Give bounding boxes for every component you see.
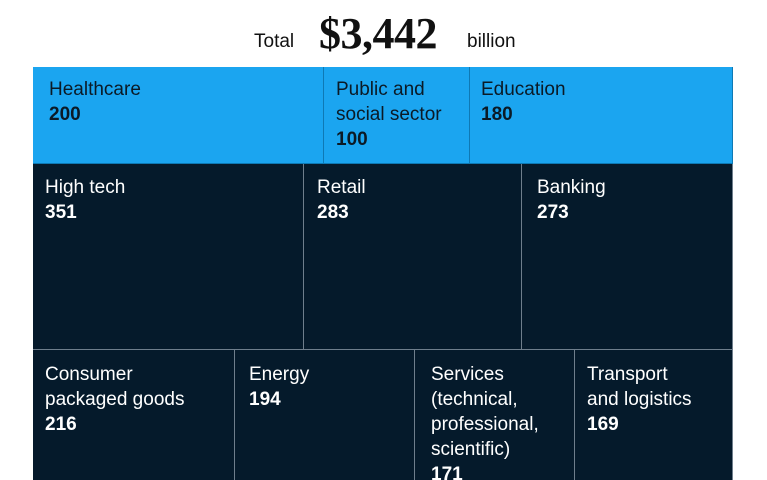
tile-label: Consumer packaged goods 216 xyxy=(45,362,184,437)
tile-value: 180 xyxy=(481,104,513,125)
tile-name-line: packaged goods xyxy=(45,389,185,410)
tile-name-line: Transport xyxy=(587,364,668,385)
tile-label: Transport and logistics 169 xyxy=(587,362,692,437)
tile-label: Healthcare 200 xyxy=(49,77,141,127)
tile-label: Banking 273 xyxy=(537,175,606,225)
tile-label: Energy 194 xyxy=(249,362,309,412)
treemap-tile: Services (technical, professional, scientif… xyxy=(415,350,575,480)
tile-value: 216 xyxy=(45,414,77,435)
tile-name-line: Consumer xyxy=(45,364,133,385)
treemap-tile: Public and social sector 100 xyxy=(324,67,470,164)
treemap-tile: Transport and logistics 169 xyxy=(575,350,733,480)
tile-name-line: scientific) xyxy=(431,439,511,460)
tile-name-line: Retail xyxy=(317,177,366,198)
tile-value: 200 xyxy=(49,104,81,125)
tile-value: 351 xyxy=(45,202,77,223)
tile-value: 194 xyxy=(249,389,281,410)
treemap-tile: Consumer packaged goods 216 xyxy=(33,350,235,480)
tile-label: Retail 283 xyxy=(317,175,366,225)
tile-value: 169 xyxy=(587,414,619,435)
tile-label: Public and social sector 100 xyxy=(336,77,442,152)
total-label: Total xyxy=(254,31,295,52)
tile-name-line: Education xyxy=(481,79,566,100)
tile-label: High tech 351 xyxy=(45,175,125,225)
total-value: $3,442 xyxy=(319,9,438,58)
tile-name-line: Energy xyxy=(249,364,310,385)
tile-name-line: and logistics xyxy=(587,389,692,410)
tile-name-line: social sector xyxy=(336,104,442,125)
treemap-tile: Retail 283 xyxy=(304,164,522,350)
tile-name-line: Public and xyxy=(336,79,425,100)
tile-name-line: Healthcare xyxy=(49,79,141,100)
treemap-tile: Education 180 xyxy=(470,67,733,164)
total-unit: billion xyxy=(467,31,516,52)
tile-name-line: Banking xyxy=(537,177,606,198)
tile-name-line: Services xyxy=(431,364,504,385)
treemap-tile: Banking 273 xyxy=(522,164,733,350)
tile-value: 171 xyxy=(431,464,463,480)
treemap-tile: High tech 351 xyxy=(33,164,304,350)
treemap-tile: Energy 194 xyxy=(235,350,415,480)
tile-value: 283 xyxy=(317,202,349,223)
tile-name-line: High tech xyxy=(45,177,126,198)
tile-name-line: professional, xyxy=(431,414,539,435)
tile-name-line: (technical, xyxy=(431,389,518,410)
treemap-tile: Healthcare 200 xyxy=(33,67,324,164)
tile-label: Education 180 xyxy=(481,77,566,127)
tile-value: 273 xyxy=(537,202,569,223)
tile-value: 100 xyxy=(336,129,368,150)
tile-label: Services (technical, professional, scientif… xyxy=(431,362,539,480)
total-header: Total $3,442 billion xyxy=(0,0,767,66)
